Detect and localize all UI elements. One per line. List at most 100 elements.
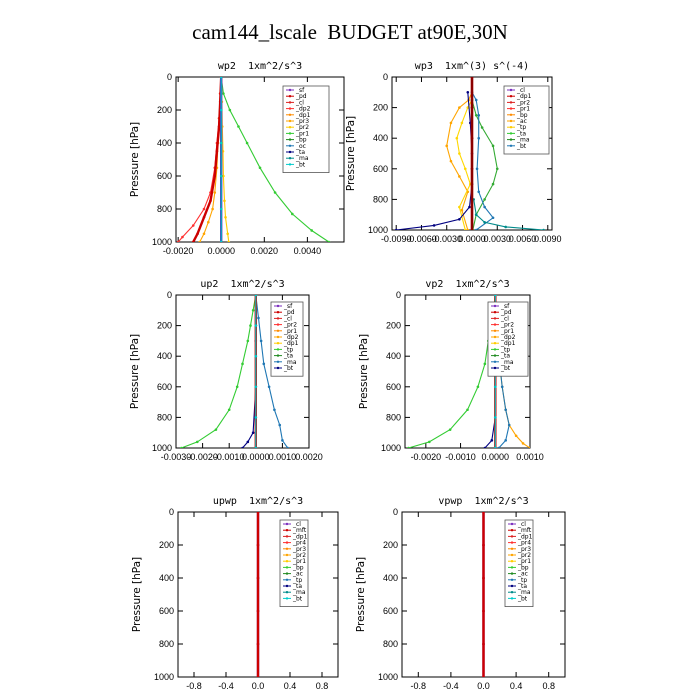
series-line-ma xyxy=(473,199,544,230)
series-marker-tp xyxy=(477,136,481,140)
legend-label: _ma xyxy=(516,137,530,144)
y-axis-label: Pressure [hPa] xyxy=(358,334,370,409)
legend-marker xyxy=(285,578,289,581)
y-axis-label: Pressure [hPa] xyxy=(129,122,141,197)
y-tick-label: 400 xyxy=(159,573,174,583)
legend-marker xyxy=(510,541,514,544)
x-tick-label: -0.8 xyxy=(186,681,202,691)
legend-label: _pr2 xyxy=(517,552,531,559)
legend-label: _bt xyxy=(283,365,294,372)
x-tick-label: -0.0060 xyxy=(406,234,437,244)
legend-label: _pd xyxy=(295,93,307,100)
y-tick-label: 200 xyxy=(159,540,174,550)
series-marker-bp xyxy=(327,240,331,242)
y-tick-label: 200 xyxy=(383,540,398,550)
x-tick-label: -0.8 xyxy=(411,681,427,691)
series-marker-tp xyxy=(504,439,507,442)
series-marker-bt xyxy=(254,324,258,327)
series-line-dp2 xyxy=(408,295,496,448)
y-tick-label: 600 xyxy=(383,606,398,616)
series-marker-bp xyxy=(237,125,240,128)
legend: _sf_pd_cl_pr2_pr1_dp2_dp1_tp_ta_ma_bt xyxy=(487,301,529,377)
legend-label: _ta xyxy=(283,353,293,360)
legend-marker xyxy=(510,529,514,532)
legend-label: _dp1 xyxy=(517,533,533,540)
series-line-pr3 xyxy=(177,77,222,242)
panel-3: up2 1xm^2/s^3 Pressure [hPa] 0 200 400 600 800… xyxy=(129,279,323,462)
legend-marker xyxy=(276,366,280,370)
series-marker-pr2 xyxy=(458,152,461,155)
series-line-ta xyxy=(242,295,257,448)
x-tick-label: 0.4 xyxy=(284,681,297,691)
series-marker-pr3 xyxy=(202,207,206,211)
y-tick-label: 800 xyxy=(386,412,401,422)
legend-label: _ac xyxy=(516,118,527,125)
series-marker-bp xyxy=(273,191,277,194)
series-marker-bp xyxy=(245,141,249,145)
series-marker-dp2 xyxy=(407,446,410,448)
x-tick-label: -0.0030 xyxy=(431,234,462,244)
y-tick-label: 1000 xyxy=(368,225,388,235)
series-marker-tp xyxy=(273,408,276,412)
y-tick-label: 0 xyxy=(383,72,388,82)
series-marker-tp xyxy=(491,216,495,220)
series-marker-cl xyxy=(470,198,474,201)
y-tick-label: 400 xyxy=(386,351,401,361)
legend-label: _mft xyxy=(292,527,307,534)
legend-marker xyxy=(285,529,289,532)
legend-marker xyxy=(285,572,289,575)
legend-label: _ma xyxy=(500,359,514,366)
series-marker-dp1 xyxy=(256,576,260,580)
series-marker-pr1 xyxy=(449,159,453,163)
series-marker-pr2 xyxy=(222,174,225,178)
y-axis-label: Pressure [hPa] xyxy=(345,116,357,191)
legend-label: _bt xyxy=(516,143,527,150)
legend-marker xyxy=(285,560,289,563)
legend-label: _pr4 xyxy=(292,540,306,547)
panel-title: up2 1xm^2/s^3 xyxy=(200,279,284,290)
legend-label: _dp2 xyxy=(283,334,299,341)
legend-label: _sf xyxy=(500,303,510,310)
legend-label: _cl xyxy=(292,521,301,528)
legend-label: _dp1 xyxy=(292,533,308,540)
legend-label: _ta xyxy=(292,583,302,590)
legend-marker xyxy=(276,360,280,363)
series-line-dp2 xyxy=(181,295,257,448)
panel-5: upwp 1xm^2/s^3 Pressure [hPa] 0 200 400 600 80… xyxy=(131,496,339,691)
x-tick-label: 0.0030 xyxy=(483,234,511,244)
series-marker-dp2 xyxy=(251,309,255,312)
series-marker-ta xyxy=(466,91,470,94)
y-tick-label: 200 xyxy=(373,103,388,113)
series-marker-dp1 xyxy=(202,215,206,219)
series-marker-bt xyxy=(493,295,497,297)
series-marker-ma xyxy=(542,228,545,230)
legend-marker xyxy=(288,101,292,104)
series-marker-dp2 xyxy=(227,408,231,412)
series-line-ta xyxy=(396,92,473,230)
series-marker-tp xyxy=(474,228,478,230)
legend-marker xyxy=(509,113,513,117)
y-tick-label: 400 xyxy=(373,133,388,143)
series-marker-pr1 xyxy=(458,106,461,109)
legend-label: _oc xyxy=(295,143,306,150)
legend-marker xyxy=(285,584,289,588)
series-marker-tp xyxy=(286,446,290,448)
legend-label: _ac xyxy=(292,571,303,578)
legend-label: _cl xyxy=(516,87,525,94)
panel-title: upwp 1xm^2/s^3 xyxy=(213,496,303,507)
series-marker-dp1 xyxy=(196,232,199,236)
series-marker-ta xyxy=(432,224,436,227)
series-marker-dp1 xyxy=(256,675,260,677)
y-tick-label: 1000 xyxy=(152,443,172,453)
series-marker-ta xyxy=(251,431,255,435)
series-marker-bt xyxy=(254,385,258,389)
x-tick-label: -0.0010 xyxy=(445,452,476,462)
legend-label: _pr2 xyxy=(283,322,297,329)
legend-marker xyxy=(510,578,514,581)
panel-4: vp2 1xm^2/s^3 Pressure [hPa] 0 200 400 600 800… xyxy=(358,279,544,462)
y-tick-label: 600 xyxy=(159,606,174,616)
series-marker-pr1 xyxy=(445,144,449,148)
legend-marker xyxy=(288,132,292,135)
legend-label: _cl xyxy=(283,315,292,322)
legend-marker xyxy=(510,522,514,526)
